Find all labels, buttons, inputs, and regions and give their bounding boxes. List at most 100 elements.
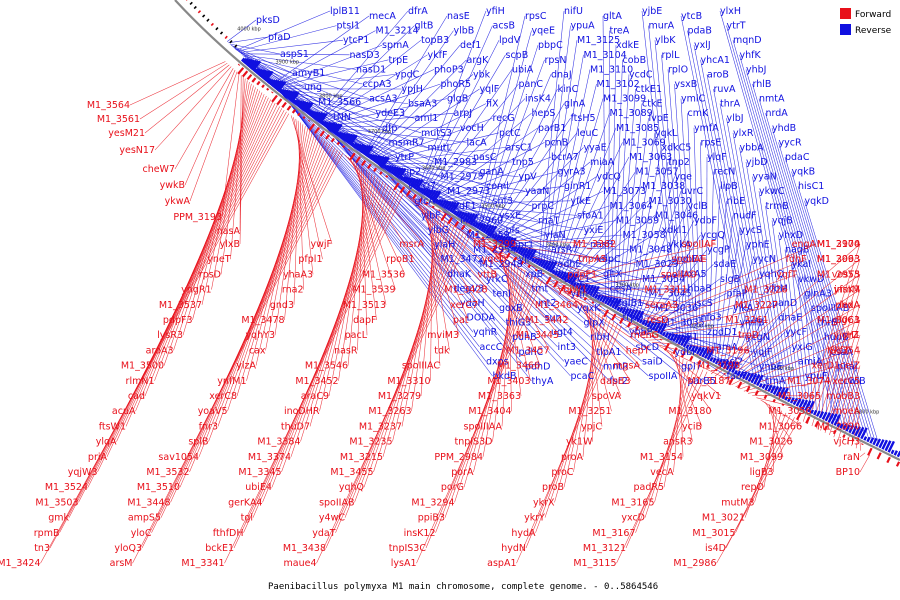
gene-leader-line <box>347 169 367 366</box>
gene-leader-line <box>549 258 707 285</box>
gene-label: ylxR <box>733 128 754 139</box>
gene-label: pksD <box>256 15 280 26</box>
reverse-feature <box>409 177 417 187</box>
gene-leader-line <box>49 111 287 549</box>
gene-label: hydN <box>501 543 526 554</box>
reverse-feature <box>253 67 258 73</box>
reverse-feature <box>455 210 460 217</box>
reverse-feature <box>361 144 369 155</box>
gene-leader-line <box>643 220 695 320</box>
gene-leader-line <box>778 142 866 435</box>
gene-label: ansR3 <box>663 437 692 448</box>
forward-feature <box>583 296 588 301</box>
forward-feature <box>763 394 768 400</box>
gene-leader-line <box>674 354 693 442</box>
gene-label: xdkE <box>616 40 639 51</box>
reverse-feature <box>323 121 330 128</box>
reverse-feature <box>875 438 882 447</box>
gene-label: tlpA1 <box>597 347 622 358</box>
reverse-feature <box>582 283 589 292</box>
reverse-feature <box>262 70 272 81</box>
gene-leader-line <box>784 156 869 437</box>
tick-label: 3400 kbp <box>546 242 570 248</box>
reverse-feature <box>301 101 310 111</box>
reverse-feature <box>250 60 260 71</box>
tick-label: 3600 kbp <box>422 166 446 172</box>
gene-leader-line <box>129 61 226 106</box>
gene-label: tgl <box>241 513 253 524</box>
reverse-feature <box>271 79 279 88</box>
reverse-feature <box>526 248 535 260</box>
gene-label: M1_3235 <box>349 437 392 448</box>
gene-label: ykkA <box>668 240 692 251</box>
gene-leader-line <box>429 83 519 193</box>
reverse-feature <box>589 285 597 296</box>
forward-feature <box>385 174 389 178</box>
gene-label: M1_3066 <box>759 421 802 432</box>
gene-label: M1_3196 <box>706 345 749 356</box>
reverse-feature <box>403 176 409 183</box>
gene-label: gerKA4 <box>228 497 262 508</box>
tick-label: 3900 kbp <box>276 59 300 65</box>
gene-leader-line <box>261 70 441 260</box>
gene-label: ypdC <box>395 69 420 80</box>
gene-leader-line <box>543 40 578 263</box>
gene-label: M1_3362 <box>573 239 616 250</box>
gene-label: pdaB <box>688 26 712 37</box>
gene-leader-line <box>132 153 343 564</box>
reverse-feature <box>478 223 484 231</box>
gene-leader-line <box>492 118 571 233</box>
reverse-feature <box>309 110 315 117</box>
tick-label: 3000 kbp <box>856 410 880 416</box>
gene-label: spoIIAF <box>682 239 716 250</box>
reverse-feature <box>306 109 311 115</box>
gene-label: M1_2975 <box>441 172 484 183</box>
gene-label: phdA <box>835 300 860 311</box>
gene-label: M1_3251 <box>568 406 611 417</box>
reverse-feature <box>696 346 702 355</box>
gene-label: pat <box>453 315 469 326</box>
gene-leader-line <box>422 40 500 189</box>
gene-label: dnaE <box>779 313 803 324</box>
gene-leader-line <box>224 194 404 564</box>
reverse-feature <box>266 78 273 84</box>
gene-label: cobB <box>623 55 647 66</box>
gene-label: rhlB <box>753 79 772 90</box>
gene-leader-line <box>739 54 846 426</box>
reverse-feature <box>296 100 303 108</box>
forward-feature <box>832 429 837 435</box>
reverse-feature <box>345 133 354 144</box>
reverse-feature <box>430 190 439 201</box>
reverse-feature <box>413 178 422 190</box>
gene-leader-line <box>246 131 313 381</box>
gene-label: glpX <box>584 318 606 329</box>
gene-label: pdpF3 <box>163 315 193 326</box>
gene-leader-line <box>709 171 714 356</box>
tick-label: 3500 kbp <box>481 204 505 210</box>
gene-label: goxB <box>499 303 523 314</box>
reverse-feature <box>495 234 501 241</box>
reverse-feature <box>298 100 305 109</box>
gene-leader-line <box>179 144 331 488</box>
gene-leader-line <box>350 158 406 275</box>
gene-label: M1_2986 <box>673 558 716 569</box>
reverse-feature <box>390 166 397 175</box>
gene-leader-line <box>514 244 630 250</box>
reverse-feature <box>664 332 670 338</box>
reverse-feature <box>535 258 541 265</box>
forward-feature <box>251 77 257 83</box>
reverse-feature <box>499 235 506 244</box>
gene-leader-line <box>765 205 795 400</box>
gene-leader-line <box>824 319 861 433</box>
reverse-feature <box>688 344 693 351</box>
gene-labels: pksD pfaD aspS1 amyB1 ung M1_3566 tNN lplB11 pts… <box>0 6 866 569</box>
gene-leader-line <box>544 319 611 518</box>
gene-label: pdaC <box>785 152 810 163</box>
reverse-feature <box>674 334 682 344</box>
gene-label: glnA <box>564 99 586 110</box>
reverse-feature <box>628 309 636 319</box>
gene-label: aroB <box>707 69 729 80</box>
gene-label: yrZ <box>843 330 860 341</box>
forward-feature <box>319 130 325 137</box>
forward-feature <box>237 63 241 66</box>
